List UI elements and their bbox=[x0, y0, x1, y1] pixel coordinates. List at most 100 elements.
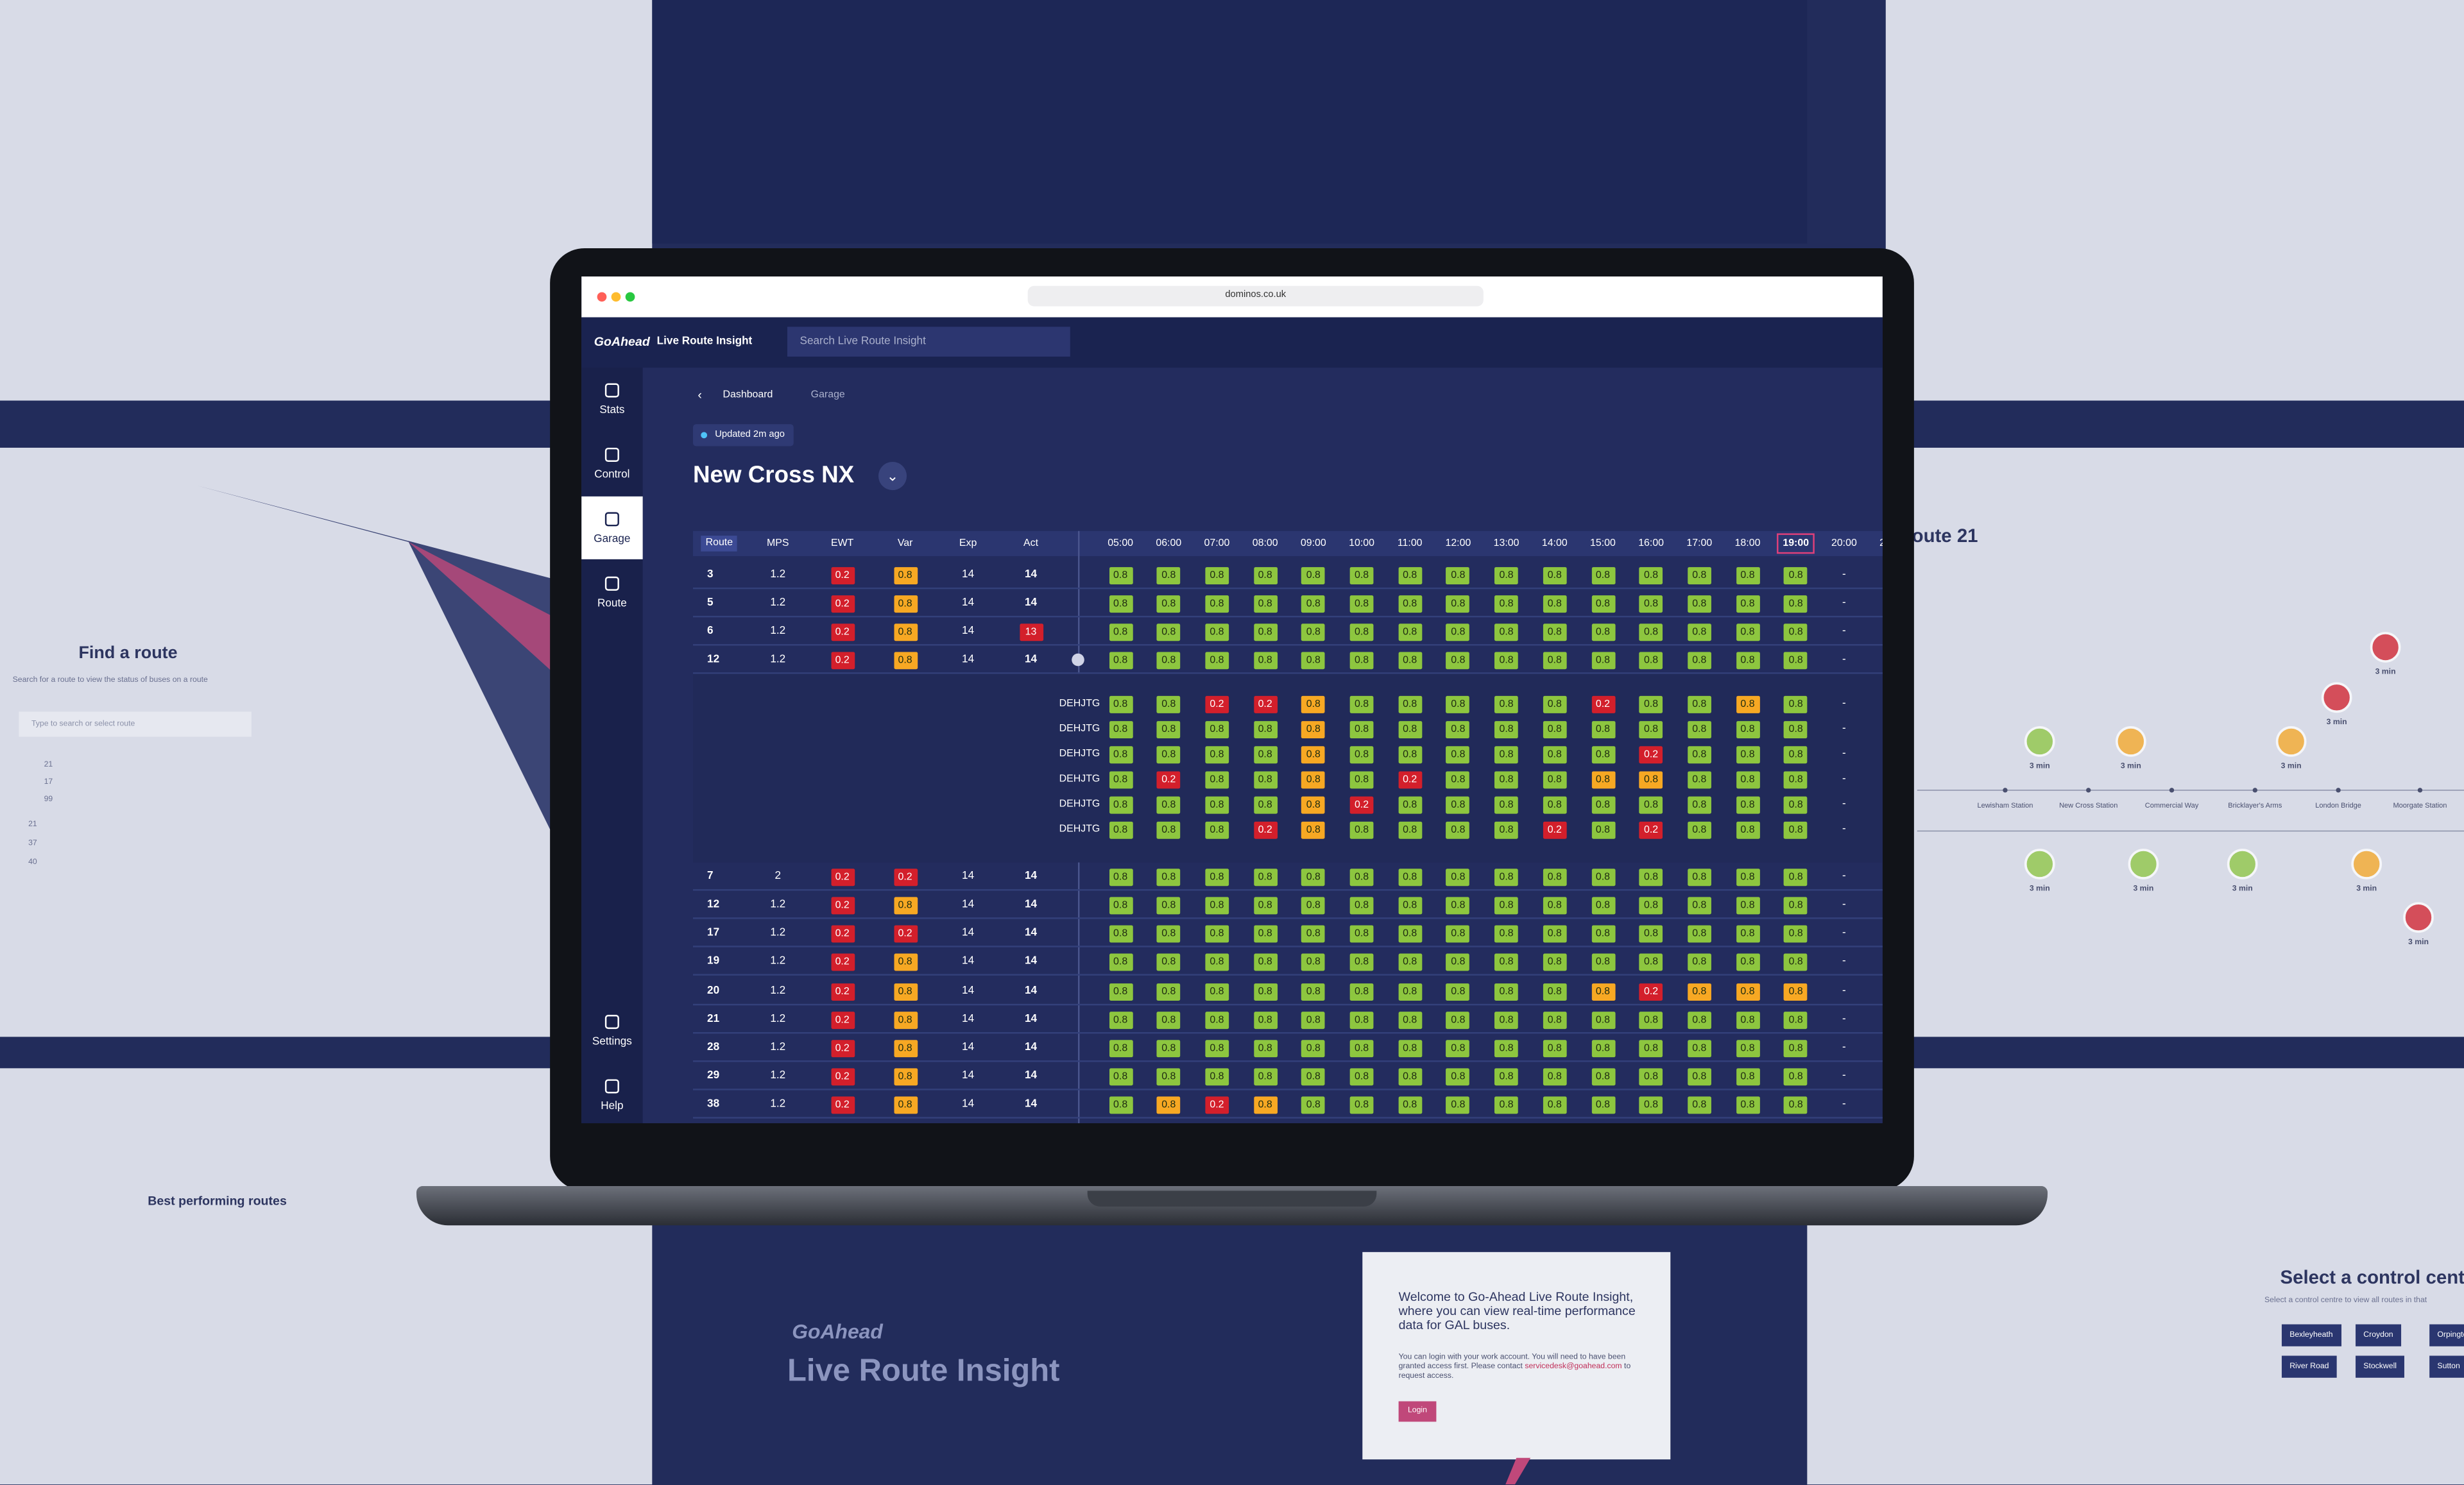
hour-cell-empty: - bbox=[1842, 956, 1846, 967]
hour-cell: 0.8 bbox=[1687, 1096, 1711, 1114]
collapse-toggle[interactable] bbox=[1072, 653, 1084, 666]
exp-cell: 14 bbox=[962, 625, 975, 638]
hour-cell: 0.8 bbox=[1687, 1039, 1711, 1056]
hour-cell: 0.2 bbox=[1349, 795, 1374, 813]
bus-eta: 3 min bbox=[2232, 884, 2253, 893]
column-header[interactable]: EWT bbox=[830, 538, 854, 549]
hour-cell: 0.8 bbox=[1398, 820, 1422, 838]
nav-item[interactable]: Route bbox=[581, 561, 643, 624]
nav-label: Stats bbox=[599, 405, 625, 416]
column-header[interactable]: Act bbox=[1023, 538, 1039, 549]
bus bbox=[2024, 849, 2055, 879]
hour-cell: 0.8 bbox=[1301, 795, 1326, 813]
hour-cell: 0.8 bbox=[1108, 770, 1133, 788]
trip-label: DEHJTG bbox=[1059, 774, 1100, 785]
hour-cell: 0.8 bbox=[1784, 924, 1808, 942]
centre-button[interactable]: River Road bbox=[2281, 1355, 2337, 1378]
hour-cell: 0.8 bbox=[1156, 982, 1181, 1000]
back-arrow[interactable]: ‹ bbox=[697, 387, 702, 402]
nav-item[interactable]: Garage bbox=[581, 496, 643, 559]
garage-dropdown[interactable]: ⌄ bbox=[878, 462, 907, 491]
hour-cell: 0.8 bbox=[1349, 566, 1374, 584]
hour-cell: 0.8 bbox=[1349, 623, 1374, 640]
bus bbox=[2024, 726, 2055, 757]
column-header[interactable]: Exp bbox=[959, 538, 977, 549]
sidebar: Stats Control Garage Route Settings Help bbox=[581, 368, 643, 1124]
breadcrumb[interactable]: Garage bbox=[810, 389, 845, 401]
centre-button[interactable]: Croydon bbox=[2356, 1324, 2401, 1346]
hour-cell: 0.8 bbox=[1446, 566, 1470, 584]
hour-cell: 0.8 bbox=[1639, 566, 1663, 584]
row-line bbox=[693, 1117, 1883, 1119]
nav-item[interactable]: Stats bbox=[581, 368, 643, 430]
route-option[interactable]: 40 bbox=[28, 858, 37, 867]
hour-cell: 0.8 bbox=[1784, 896, 1808, 914]
window-zoom[interactable] bbox=[625, 292, 635, 302]
hour-cell-empty: - bbox=[1842, 698, 1846, 709]
search-input[interactable]: Search Live Route Insight bbox=[787, 327, 1070, 357]
route-option[interactable]: 37 bbox=[28, 838, 37, 849]
hour-cell: 0.8 bbox=[1301, 1039, 1326, 1056]
hour-cell: 0.8 bbox=[1639, 1096, 1663, 1114]
nav-item[interactable]: Help bbox=[581, 1064, 643, 1123]
email[interactable]: servicedesk@goahead.com bbox=[1525, 1362, 1622, 1371]
nav-item[interactable]: Settings bbox=[581, 999, 643, 1062]
hour-cell-empty: - bbox=[1842, 1099, 1846, 1110]
window-minimize[interactable] bbox=[611, 292, 621, 302]
stop-label: New Cross Station bbox=[2059, 802, 2118, 810]
hour-cell: 0.8 bbox=[1156, 896, 1181, 914]
recent-route[interactable]: 21 bbox=[44, 760, 53, 770]
var-cell: 0.8 bbox=[893, 896, 917, 914]
hour-cell: 0.8 bbox=[1784, 566, 1808, 584]
recent-route[interactable]: 17 bbox=[44, 777, 53, 787]
column-header[interactable]: MPS bbox=[766, 538, 789, 549]
hour-cell: 0.8 bbox=[1639, 795, 1663, 813]
hour-cell: 0.8 bbox=[1446, 795, 1470, 813]
column-header[interactable]: Route bbox=[701, 536, 738, 552]
hour-cell: 0.8 bbox=[1687, 1067, 1711, 1085]
find-route-input[interactable]: Type to search or select route bbox=[19, 711, 252, 737]
var-cell: 0.8 bbox=[893, 953, 917, 971]
hour-cell: 0.2 bbox=[1543, 820, 1567, 838]
ewt-cell: 0.2 bbox=[830, 566, 855, 584]
hour-cell: 0.8 bbox=[1639, 720, 1663, 738]
route-view-panel bbox=[1885, 447, 2464, 1037]
ewt-cell: 0.2 bbox=[830, 982, 855, 1000]
breadcrumb[interactable]: Dashboard bbox=[723, 389, 773, 401]
window-close[interactable] bbox=[597, 292, 607, 302]
act-cell: 14 bbox=[1024, 1042, 1038, 1054]
row-line bbox=[693, 1003, 1883, 1006]
hour-cell: 0.8 bbox=[1736, 695, 1759, 713]
hour-cell: 0.8 bbox=[1349, 953, 1374, 971]
hour-cell: 0.8 bbox=[1784, 770, 1808, 788]
hour-cell: 0.8 bbox=[1543, 924, 1567, 942]
mps-cell: 1.2 bbox=[770, 985, 786, 997]
stop-label: Commercial Way bbox=[2145, 802, 2199, 810]
route-option[interactable]: 21 bbox=[28, 820, 37, 830]
hour-cell-empty: - bbox=[1842, 799, 1846, 810]
var-cell: 0.8 bbox=[893, 623, 917, 640]
hour-cell: 0.8 bbox=[1253, 623, 1278, 640]
column-header[interactable]: Var bbox=[897, 538, 913, 549]
bus-eta: 3 min bbox=[2356, 884, 2377, 893]
centre-button[interactable]: Orpington bbox=[2429, 1324, 2464, 1346]
hour-cell: 0.8 bbox=[1736, 770, 1759, 788]
hour-cell: 0.8 bbox=[1253, 953, 1278, 971]
login-button[interactable]: Login bbox=[1398, 1401, 1437, 1422]
hour-cell: 0.8 bbox=[1784, 651, 1808, 669]
nav-item[interactable]: Control bbox=[581, 432, 643, 495]
hour-cell: 0.8 bbox=[1108, 795, 1133, 813]
recent-route[interactable]: 99 bbox=[44, 795, 53, 804]
centre-button[interactable]: Sutton bbox=[2429, 1355, 2464, 1378]
hour-cell: 0.8 bbox=[1591, 623, 1615, 640]
hour-cell: 0.8 bbox=[1301, 868, 1326, 886]
centre-button[interactable]: Bexleyheath bbox=[2281, 1324, 2341, 1346]
status-badge: Updated 2m ago bbox=[693, 424, 794, 446]
hour-cell: 0.8 bbox=[1205, 982, 1229, 1000]
hour-cell: 0.8 bbox=[1253, 1010, 1278, 1028]
url-bar[interactable]: dominos.co.uk bbox=[1027, 285, 1484, 307]
centre-button[interactable]: Stockwell bbox=[2356, 1355, 2405, 1378]
hour-cell: 0.8 bbox=[1253, 982, 1278, 1000]
mps-cell: 1.2 bbox=[770, 928, 786, 939]
hour-cell: 0.8 bbox=[1156, 1096, 1181, 1114]
